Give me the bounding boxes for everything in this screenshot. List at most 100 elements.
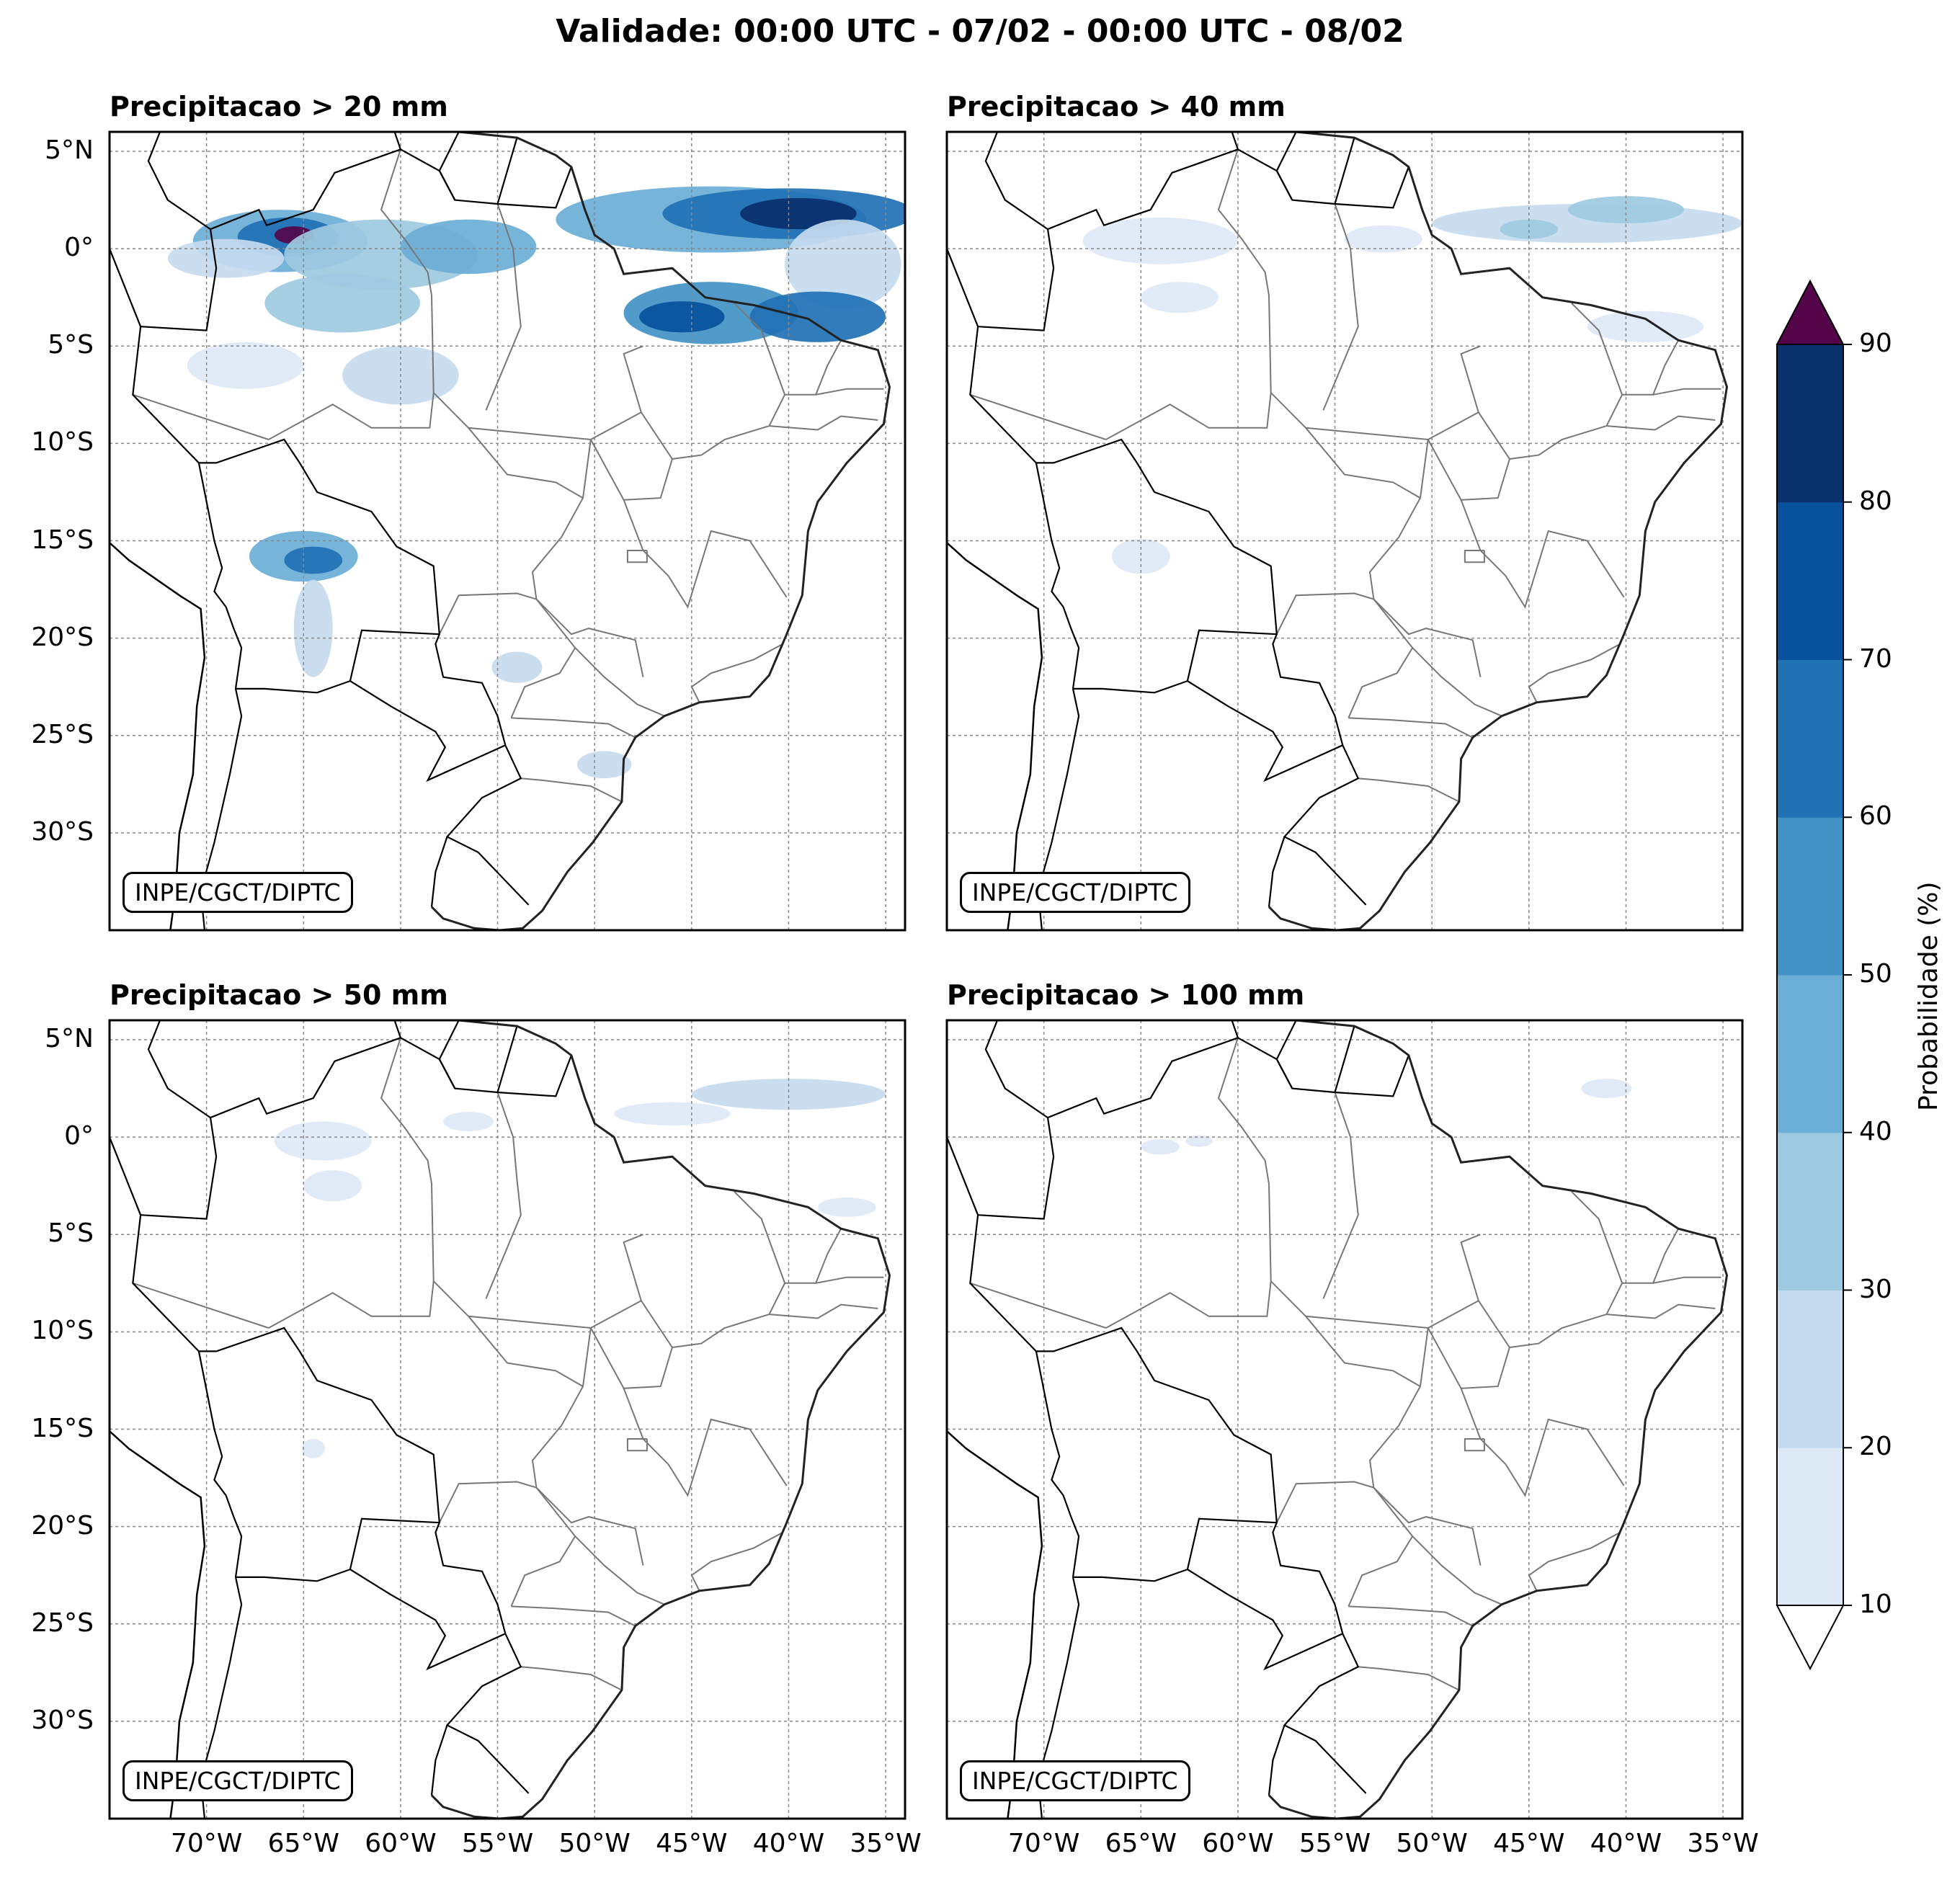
country-border [1334,1025,1355,1093]
coastline [1268,132,1729,930]
state-border [1412,1535,1502,1605]
latitude-tick-label: 0° [64,233,94,263]
panel-frame [108,1019,906,1820]
latitude-tick-label: 5°S [48,1218,94,1249]
colorbar-tick-label: 30 [1859,1274,1892,1304]
country-border [438,1020,460,1089]
latitude-tick-label: 5°N [45,1024,94,1054]
colorbar-segment [1777,344,1843,503]
state-border [1322,203,1359,411]
pacific-coastline [947,541,1043,930]
probability-blob [1111,538,1170,574]
probability-blob [1587,311,1704,342]
pacific-coastline [110,1430,206,1819]
credit-box-40mm: INPE/CGCT/DIPTC [960,872,1190,913]
probability-blob [187,342,304,389]
panel-frame [945,1019,1744,1820]
state-border [1528,1531,1621,1592]
latitude-tick-label: 30°S [31,1705,94,1735]
probability-shading [1082,196,1742,574]
map-panel-100mm [945,1019,1744,1820]
colorbar-segment [1777,817,1843,976]
country-border [1073,629,1277,694]
probability-blob [1141,1138,1180,1155]
panel-title-40mm: Precipitacao > 40 mm [947,91,1286,122]
state-border [626,550,648,563]
probability-blob [293,579,333,677]
country-border [1275,1020,1297,1089]
latitude-tick-label: 25°S [31,1608,94,1638]
country-border [1035,1351,1080,1578]
state-border [815,339,842,396]
state-border [574,647,665,717]
probability-blob [1082,217,1238,264]
state-border [485,203,522,411]
pacific-coastline [947,1430,1043,1819]
gridlines [947,1020,1742,1819]
longitude-tick-label: 65°W [267,1829,339,1858]
gridlines [110,132,905,930]
longitude-tick-label: 35°W [850,1829,922,1858]
colorbar-over-arrow [1776,279,1845,345]
latitude-tick-label: 30°S [31,816,94,847]
probability-blob [1567,196,1685,224]
probability-blob [576,751,632,779]
country-border [1035,463,1080,690]
country-border [496,137,518,205]
probability-blob [1185,1135,1213,1147]
state-border [1275,592,1414,718]
colorbar-segment [1777,975,1843,1133]
probability-blob [1345,225,1422,253]
probability-blob [284,546,343,574]
state-border [574,1535,665,1605]
state-border [1606,415,1716,431]
state-border [785,388,884,396]
longitude-tick-label: 65°W [1105,1829,1177,1858]
latitude-tick-label: 15°S [31,1413,94,1443]
gridlines [110,1020,905,1819]
state-border [511,717,636,739]
country-border [496,1025,518,1093]
colorbar-label: Probabilidade (%) [1914,881,1943,1111]
state-border [1622,1276,1721,1284]
state-border [1348,1605,1474,1627]
country-border [147,132,211,231]
state-border [520,1666,623,1691]
country-border [141,1037,572,1220]
latitude-tick-label: 10°S [31,1316,94,1346]
state-border [1322,1092,1359,1299]
state-border [815,1228,842,1284]
longitude-tick-label: 50°W [1396,1829,1468,1858]
longitude-tick-label: 50°W [558,1829,631,1858]
state-border [969,393,1107,440]
state-border [1270,392,1479,441]
figure-title: Validade: 00:00 UTC - 07/02 - 00:00 UTC … [556,13,1404,50]
state-border [438,592,576,718]
colorbar-tick-label: 50 [1859,959,1892,989]
longitude-tick-label: 40°W [752,1829,825,1858]
state-border [1275,1481,1414,1607]
probability-blob [264,274,420,333]
probability-blob [400,219,537,275]
country-border [141,148,572,331]
map-panel-40mm [945,130,1744,932]
longitude-tick-label: 40°W [1590,1829,1662,1858]
longitude-tick-label: 35°W [1687,1829,1759,1858]
state-border [1412,647,1502,717]
longitude-tick-label: 55°W [1298,1829,1371,1858]
colorbar-segment [1777,1290,1843,1448]
longitude-tick-label: 60°W [365,1829,437,1858]
state-border [511,1605,636,1627]
panel-title-50mm: Precipitacao > 50 mm [110,979,448,1011]
colorbar-tick-label: 70 [1859,643,1892,674]
colorbar-tick-label: 90 [1859,329,1892,358]
probability-blob [301,1439,325,1459]
credit-box-50mm: INPE/CGCT/DIPTC [122,1760,353,1801]
country-border [1334,137,1355,205]
pacific-coastline [110,541,206,930]
latitude-tick-label: 25°S [31,719,94,749]
country-border [978,148,1409,331]
coastline [430,132,891,930]
country-border [236,629,440,694]
panel-title-100mm: Precipitacao > 100 mm [947,979,1305,1011]
